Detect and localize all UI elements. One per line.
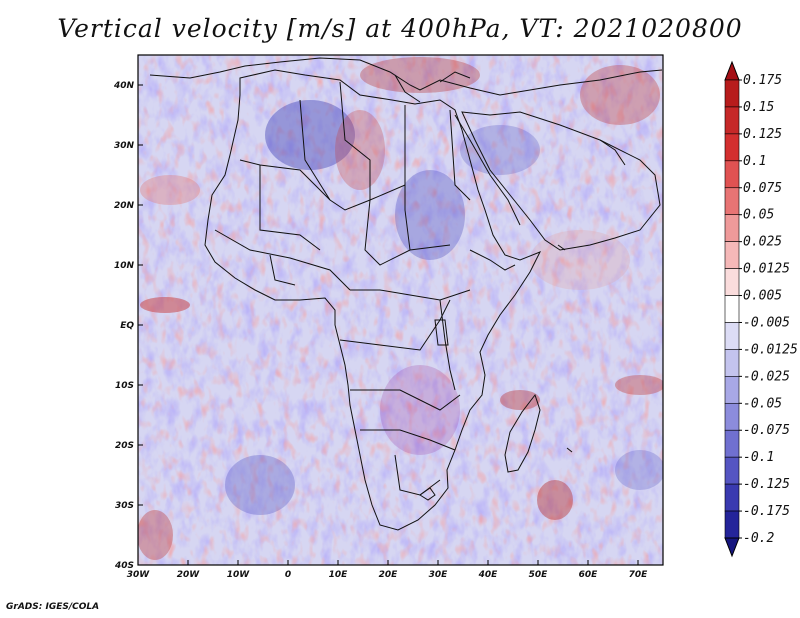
y-tick-label: 30N <box>114 141 135 151</box>
colorbar-swatch <box>724 376 740 404</box>
colorbar-label: -0.05 <box>743 396 782 411</box>
colorbar-label: -0.0125 <box>743 342 798 357</box>
colorbar-label: 0.1 <box>743 154 766 169</box>
y-tick-label: EQ <box>120 321 134 331</box>
x-tick-label: 0 <box>285 570 291 580</box>
arabia-coastline <box>461 111 661 251</box>
colorbar-label: -0.025 <box>743 369 790 384</box>
colorbar-swatch <box>724 133 740 162</box>
x-tick-label: 20E <box>379 570 399 580</box>
colorbar-label: 0.005 <box>743 289 782 304</box>
colorbar-swatch <box>724 322 740 350</box>
colorbar-swatch <box>724 429 740 458</box>
x-axis: 30W 20W 10W 0 10E 20E 30E 40E 50E 60E 70E <box>127 560 648 580</box>
y-tick-label: 30S <box>115 501 134 511</box>
x-tick-label: 40E <box>478 570 499 580</box>
colorbar-swatch <box>724 187 740 216</box>
africa-coastline <box>204 69 542 531</box>
colorbar-label: -0.175 <box>743 504 790 519</box>
y-tick-label: 20N <box>114 201 135 211</box>
colorbar-label: 0.05 <box>743 208 774 223</box>
plot-frame <box>137 54 664 566</box>
x-tick-label: 50E <box>529 570 549 580</box>
colorbar-label: 0.075 <box>743 181 782 196</box>
colorbar-swatch <box>724 268 740 296</box>
x-tick-label: 70E <box>629 570 649 580</box>
y-tick-label: 20S <box>115 441 134 451</box>
colorbar-swatch <box>724 510 740 539</box>
x-tick-label: 10E <box>329 570 349 580</box>
colorbar-min-arrow <box>724 537 740 558</box>
colorbar-swatch <box>724 456 740 485</box>
colorbar-label: -0.075 <box>743 423 790 438</box>
y-tick-label: 40S <box>114 561 134 571</box>
colorbar-swatch <box>724 483 740 512</box>
madagascar-coastline <box>504 393 541 473</box>
colorbar-label: 0.175 <box>743 73 782 88</box>
grads-credit: GrADS: IGES/COLA <box>6 602 100 612</box>
x-tick-label: 10W <box>227 570 251 580</box>
colorbar-swatch <box>724 160 740 189</box>
colorbar-label: 0.15 <box>743 100 774 115</box>
x-tick-label: 20W <box>177 570 201 580</box>
colorbar-label: -0.125 <box>743 477 790 492</box>
y-tick-label: 40N <box>113 81 135 91</box>
y-tick-label: 10S <box>115 381 134 391</box>
colorbar-label: 0.025 <box>743 235 782 250</box>
europe-coastline <box>149 57 663 96</box>
colorbar-label: -0.1 <box>743 450 774 465</box>
x-tick-label: 30W <box>127 570 151 580</box>
colorbar-swatch <box>724 106 740 135</box>
colorbar-label: -0.005 <box>743 315 790 330</box>
x-tick-label: 60E <box>579 570 599 580</box>
colorbar-swatch <box>724 79 740 108</box>
x-tick-label: 30E <box>429 570 449 580</box>
colorbar-label: -0.2 <box>743 531 774 546</box>
colorbar: 0.175 0.15 0.125 0.1 0.075 0.05 0.025 0.0125 0.0… <box>724 60 798 558</box>
y-tick-label: 10N <box>114 261 135 271</box>
colorbar-label: 0.125 <box>743 127 782 142</box>
colorbar-label: 0.0125 <box>743 262 790 277</box>
colorbar-swatch <box>724 295 740 323</box>
colorbar-swatch <box>724 214 740 242</box>
y-axis: 40N 30N 20N 10N EQ 10S 20S 30S 40S <box>113 81 143 571</box>
colorbar-swatch <box>724 241 740 269</box>
vertical-velocity-field <box>138 55 663 565</box>
colorbar-swatch <box>724 349 740 377</box>
colorbar-max-arrow <box>724 60 740 81</box>
coastlines <box>149 57 663 531</box>
colorbar-swatch <box>724 402 740 431</box>
map-title: Vertical velocity [m/s] at 400hPa, VT: 2… <box>57 14 743 43</box>
